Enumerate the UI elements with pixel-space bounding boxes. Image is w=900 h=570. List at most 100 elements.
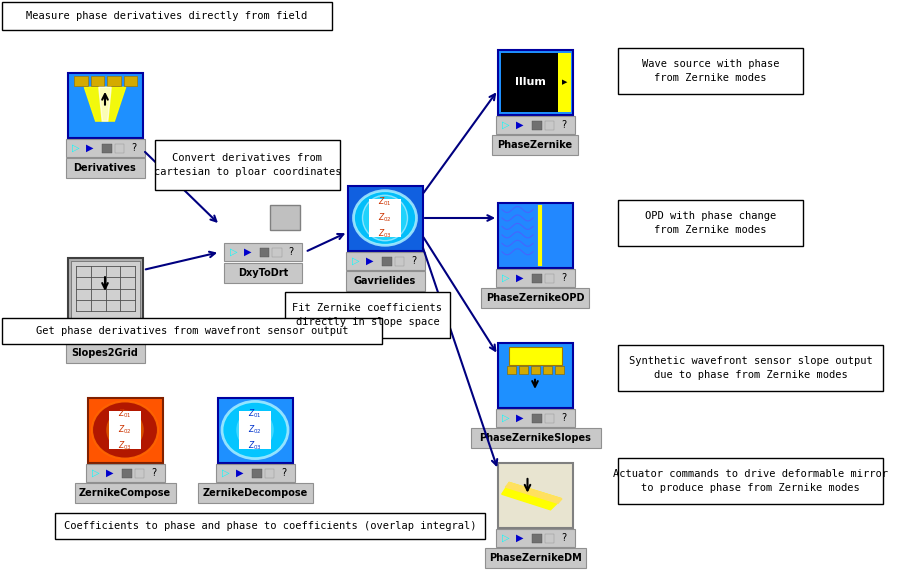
Bar [2,318,382,344]
Bar [265,469,274,478]
Text: ?: ? [131,328,137,338]
Bar [66,324,145,342]
Bar [395,256,404,266]
Polygon shape [99,87,112,121]
Bar [496,269,575,287]
Bar [532,120,542,129]
Bar [155,140,340,190]
Text: ▶: ▶ [516,413,524,423]
Bar [122,469,131,478]
Text: Illum: Illum [515,77,545,87]
Text: ▶: ▶ [516,533,524,543]
Bar [239,411,271,449]
Ellipse shape [363,196,408,241]
Bar [2,2,332,30]
Bar [346,271,425,291]
Text: ▶: ▶ [106,468,113,478]
Bar [346,252,425,270]
Text: Measure phase derivatives directly from field: Measure phase derivatives directly from … [26,11,308,21]
Ellipse shape [222,401,288,459]
Bar [224,263,302,283]
Bar [555,366,564,373]
Bar [532,274,542,283]
Text: DxyToDrt: DxyToDrt [238,268,288,278]
Bar [68,258,143,323]
Text: Coefficients to phase and phase to coefficients (overlap integral): Coefficients to phase and phase to coeff… [64,521,476,531]
Bar [285,292,450,338]
Bar [498,463,573,528]
Bar [532,413,542,422]
Bar [531,366,540,373]
Bar [55,513,485,539]
Bar [273,247,282,256]
Bar [107,76,121,86]
Text: ▷: ▷ [501,120,509,130]
Bar [545,274,554,283]
Text: ZernikeDecompose: ZernikeDecompose [202,488,308,498]
Bar [198,483,313,503]
Bar [509,347,562,365]
Text: ?: ? [411,256,417,266]
Bar [543,366,552,373]
Bar [115,328,124,337]
Bar [492,135,579,155]
Text: Fit Zernike coefficients
directly in slope space: Fit Zernike coefficients directly in slo… [292,303,443,327]
Bar [545,534,554,543]
Text: ?: ? [562,413,566,423]
Text: ▶: ▶ [236,468,243,478]
Text: ▷: ▷ [230,247,237,257]
Text: ?: ? [282,468,286,478]
Bar [501,53,560,112]
Bar [481,288,589,308]
Bar [348,186,423,251]
Text: ?: ? [289,247,293,257]
Text: $Z_{01}$
$Z_{02}$
$Z_{03}$: $Z_{01}$ $Z_{02}$ $Z_{03}$ [248,408,262,453]
Text: OPD with phase change
from Zernike modes: OPD with phase change from Zernike modes [645,211,776,235]
Bar [558,53,571,112]
Bar [532,534,542,543]
Bar [618,200,803,246]
Text: ▶: ▶ [86,143,94,153]
Text: ▷: ▷ [352,256,359,266]
Bar [545,120,554,129]
Text: Derivatives: Derivatives [74,163,137,173]
Bar [103,144,112,153]
Bar [260,247,269,256]
Bar [74,76,87,86]
Text: Get phase derivatives from wavefront sensor output: Get phase derivatives from wavefront sen… [36,326,348,336]
Polygon shape [502,482,562,510]
Text: ▶: ▶ [366,256,373,266]
Bar [224,243,302,261]
Text: Slopes2Grid: Slopes2Grid [72,348,139,358]
Text: PhaseZernikeDM: PhaseZernikeDM [489,553,581,563]
Text: Convert derivatives from
cartesian to ploar coordinates: Convert derivatives from cartesian to pl… [154,153,341,177]
Text: ▷: ▷ [92,468,99,478]
Text: ▷: ▷ [501,533,509,543]
Bar [498,203,573,268]
Bar [68,73,143,138]
Bar [91,76,104,86]
Bar [485,548,586,568]
Text: ▷: ▷ [501,413,509,423]
Bar [270,205,300,230]
Bar [75,483,176,503]
Text: PhaseZernikeOPD: PhaseZernikeOPD [486,293,584,303]
Text: Gavrielides: Gavrielides [354,276,416,286]
Bar [507,366,516,373]
Polygon shape [506,482,562,503]
Text: ▶: ▶ [86,328,94,338]
Bar [471,428,600,448]
Bar [618,48,803,94]
Text: Actuator commands to drive deformable mirror
to produce phase from Zernike modes: Actuator commands to drive deformable mi… [613,470,888,492]
Bar [218,398,293,463]
Bar [109,411,140,449]
Text: ZernikeCompose: ZernikeCompose [79,488,171,498]
Bar [66,343,145,363]
Bar [382,256,392,266]
Text: ▷: ▷ [501,273,509,283]
Bar [545,413,554,422]
Text: ▶: ▶ [562,79,567,85]
Text: ▶: ▶ [516,120,524,130]
Bar [618,345,883,391]
Text: Synthetic wavefront sensor slope output
due to phase from Zernike modes: Synthetic wavefront sensor slope output … [628,356,872,380]
